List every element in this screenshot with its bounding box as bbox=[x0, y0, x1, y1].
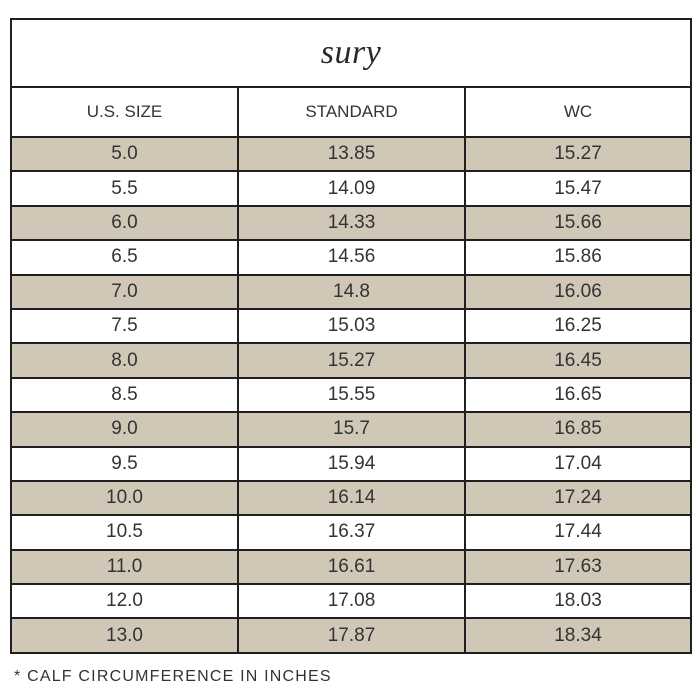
table-row: 6.5 14.56 15.86 bbox=[10, 239, 693, 276]
table-row: 10.5 16.37 17.44 bbox=[10, 514, 693, 551]
standard-cell: 14.33 bbox=[237, 204, 466, 242]
column-header-wc: WC bbox=[463, 86, 693, 138]
wc-cell: 17.24 bbox=[463, 479, 693, 517]
standard-cell: 16.37 bbox=[237, 514, 466, 551]
title-row: sury bbox=[9, 18, 693, 88]
size-cell: 10.0 bbox=[10, 479, 239, 517]
standard-cell: 13.85 bbox=[237, 135, 466, 173]
wc-cell: 16.85 bbox=[463, 411, 693, 448]
table-row: 12.0 17.08 18.03 bbox=[10, 583, 693, 620]
standard-cell: 17.08 bbox=[237, 583, 466, 620]
size-cell: 8.5 bbox=[10, 376, 239, 414]
size-cell: 10.5 bbox=[10, 514, 239, 551]
table-row: 7.0 14.8 16.06 bbox=[10, 273, 693, 310]
standard-cell: 15.03 bbox=[237, 307, 466, 345]
standard-cell: 14.09 bbox=[237, 170, 466, 207]
wc-cell: 15.47 bbox=[463, 170, 693, 207]
standard-cell: 15.27 bbox=[237, 342, 466, 379]
size-cell: 7.0 bbox=[10, 273, 239, 310]
standard-cell: 15.55 bbox=[237, 376, 466, 414]
size-cell: 7.5 bbox=[10, 307, 239, 345]
table-row: 7.5 15.03 16.25 bbox=[10, 307, 693, 345]
wc-cell: 16.65 bbox=[463, 376, 693, 414]
table-row: 8.5 15.55 16.65 bbox=[10, 376, 693, 414]
standard-cell: 16.14 bbox=[237, 479, 466, 517]
size-cell: 9.5 bbox=[10, 445, 239, 482]
column-header-size: U.S. SIZE bbox=[10, 86, 239, 138]
table-row: 10.0 16.14 17.24 bbox=[10, 479, 693, 517]
table-row: 5.0 13.85 15.27 bbox=[10, 135, 693, 173]
wc-cell: 18.03 bbox=[463, 583, 693, 620]
standard-cell: 15.7 bbox=[237, 411, 466, 448]
wc-cell: 15.86 bbox=[463, 239, 693, 276]
table-row: 8.0 15.27 16.45 bbox=[10, 342, 693, 379]
table-row: 13.0 17.87 18.34 bbox=[10, 617, 693, 654]
wc-cell: 16.45 bbox=[463, 342, 693, 379]
wc-cell: 16.25 bbox=[463, 307, 693, 345]
size-cell: 11.0 bbox=[10, 548, 239, 586]
brand-title: sury bbox=[9, 18, 693, 88]
size-cell: 13.0 bbox=[10, 617, 239, 654]
size-cell: 9.0 bbox=[10, 411, 239, 448]
standard-cell: 14.8 bbox=[237, 273, 466, 310]
table-row: 5.5 14.09 15.47 bbox=[10, 170, 693, 207]
standard-cell: 15.94 bbox=[237, 445, 466, 482]
wc-cell: 15.66 bbox=[463, 204, 693, 242]
header-row: U.S. SIZE STANDARD WC bbox=[10, 86, 693, 138]
wc-cell: 17.63 bbox=[463, 548, 693, 586]
size-cell: 5.0 bbox=[10, 135, 239, 173]
standard-cell: 17.87 bbox=[237, 617, 466, 654]
wc-cell: 17.44 bbox=[463, 514, 693, 551]
size-cell: 6.5 bbox=[10, 239, 239, 276]
table-row: 6.0 14.33 15.66 bbox=[10, 204, 693, 242]
size-cell: 5.5 bbox=[10, 170, 239, 207]
wc-cell: 17.04 bbox=[463, 445, 693, 482]
size-cell: 6.0 bbox=[10, 204, 239, 242]
wc-cell: 16.06 bbox=[463, 273, 693, 310]
table-row: 11.0 16.61 17.63 bbox=[10, 548, 693, 586]
column-header-standard: STANDARD bbox=[237, 86, 466, 138]
standard-cell: 16.61 bbox=[237, 548, 466, 586]
table-row: 9.0 15.7 16.85 bbox=[10, 411, 693, 448]
table-row: 9.5 15.94 17.04 bbox=[10, 445, 693, 482]
standard-cell: 14.56 bbox=[237, 239, 466, 276]
size-cell: 8.0 bbox=[10, 342, 239, 379]
size-table: sury U.S. SIZE STANDARD WC 5.0 13.85 15.27… bbox=[9, 18, 693, 654]
wc-cell: 15.27 bbox=[463, 135, 693, 173]
footnote: * CALF CIRCUMFERENCE IN INCHES bbox=[14, 668, 332, 685]
wc-cell: 18.34 bbox=[463, 617, 693, 654]
size-cell: 12.0 bbox=[10, 583, 239, 620]
